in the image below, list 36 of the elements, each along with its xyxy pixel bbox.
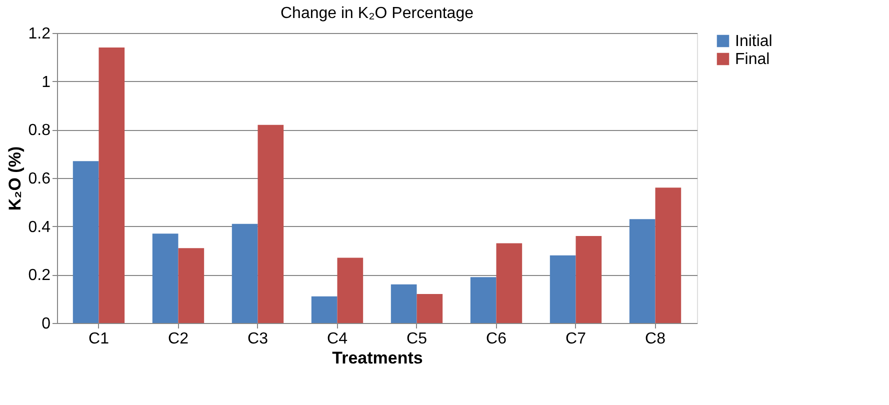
y-axis-title: K₂O (%) — [5, 146, 24, 211]
y-tick-label: 1.2 — [28, 26, 51, 42]
legend-label: Initial — [735, 33, 772, 50]
bar — [655, 188, 682, 323]
x-tick-label: C4 — [327, 330, 348, 348]
bar — [496, 243, 522, 323]
x-tick-label: C5 — [406, 330, 428, 348]
bar — [576, 236, 602, 323]
bar — [98, 48, 125, 323]
x-axis-title: Treatments — [332, 348, 423, 368]
x-tick-label: C7 — [566, 330, 586, 348]
legend-label: Final — [735, 51, 770, 68]
x-tick-label: C3 — [248, 330, 268, 348]
chart-title: Change in K₂O Percentage — [280, 5, 474, 22]
y-tick-label: 1 — [42, 74, 51, 91]
x-tick-label: C1 — [88, 330, 110, 348]
y-tick-label: 0.8 — [28, 122, 51, 140]
bar — [258, 124, 284, 323]
bar — [390, 284, 417, 323]
y-tick-label: 0.4 — [28, 218, 51, 236]
y-tick-label: 0 — [42, 316, 51, 332]
y-tick-label: 0.2 — [28, 267, 51, 284]
bar — [550, 255, 576, 323]
bar — [232, 224, 258, 323]
bar — [72, 161, 99, 323]
x-tick-label: C6 — [486, 330, 507, 348]
bar — [629, 219, 656, 323]
bar — [311, 296, 338, 323]
bar — [152, 234, 178, 323]
bar — [178, 248, 204, 323]
y-tick-label: 0.6 — [28, 170, 51, 188]
x-tick-label: C2 — [168, 330, 189, 348]
bar — [337, 258, 364, 323]
bar — [470, 277, 496, 323]
x-tick-label: C8 — [645, 330, 666, 348]
bar — [416, 294, 443, 323]
